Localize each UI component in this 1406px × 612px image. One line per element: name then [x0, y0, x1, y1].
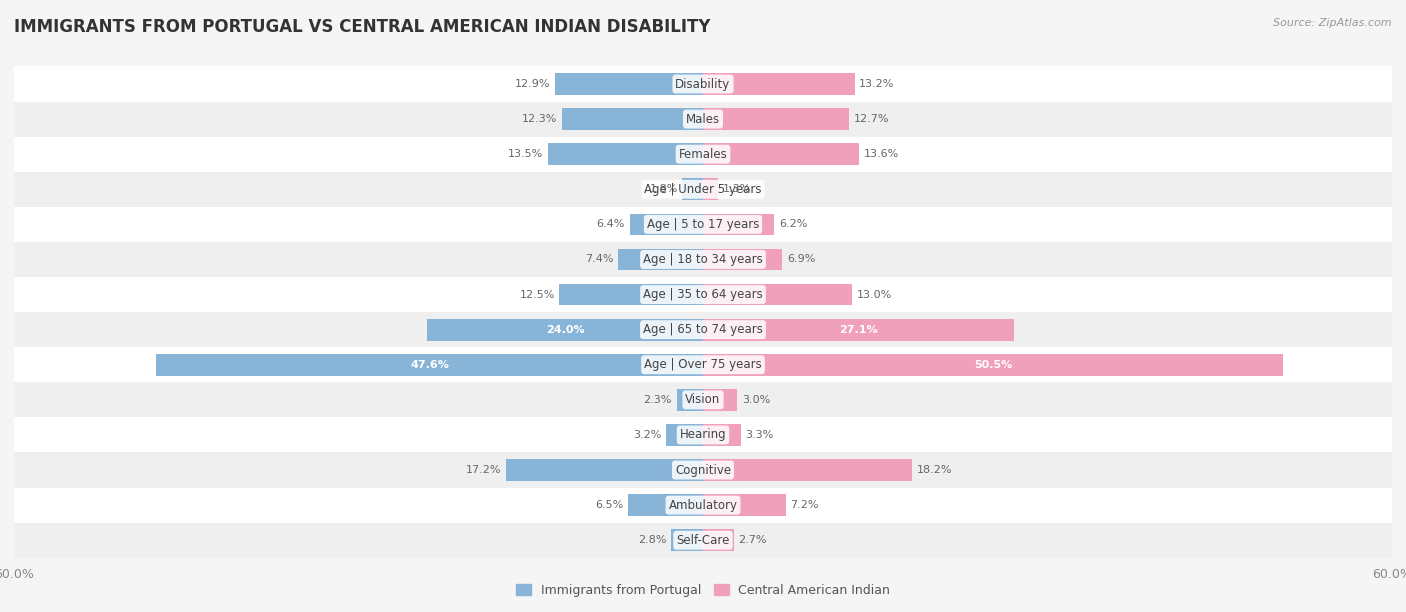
- Text: 2.7%: 2.7%: [738, 536, 768, 545]
- Text: 2.3%: 2.3%: [644, 395, 672, 405]
- Text: Age | 65 to 74 years: Age | 65 to 74 years: [643, 323, 763, 336]
- Text: Hearing: Hearing: [679, 428, 727, 441]
- Text: 6.4%: 6.4%: [596, 219, 624, 230]
- Legend: Immigrants from Portugal, Central American Indian: Immigrants from Portugal, Central Americ…: [510, 579, 896, 602]
- Text: 13.5%: 13.5%: [508, 149, 543, 159]
- Bar: [14, 172, 1392, 207]
- Bar: [14, 207, 1392, 242]
- Bar: [703, 73, 855, 95]
- Bar: [14, 488, 1392, 523]
- Bar: [14, 102, 1392, 136]
- Text: 13.6%: 13.6%: [863, 149, 898, 159]
- Text: Source: ZipAtlas.com: Source: ZipAtlas.com: [1274, 18, 1392, 28]
- Text: Disability: Disability: [675, 78, 731, 91]
- Bar: [14, 136, 1392, 172]
- Text: 6.5%: 6.5%: [596, 500, 624, 510]
- Text: 7.2%: 7.2%: [790, 500, 818, 510]
- Text: 1.8%: 1.8%: [650, 184, 678, 194]
- Bar: [14, 347, 1392, 382]
- Text: Age | 18 to 34 years: Age | 18 to 34 years: [643, 253, 763, 266]
- Text: 6.2%: 6.2%: [779, 219, 807, 230]
- Bar: [666, 424, 703, 446]
- Bar: [14, 242, 1392, 277]
- Bar: [703, 319, 1014, 340]
- Bar: [671, 529, 703, 551]
- Text: 24.0%: 24.0%: [546, 325, 585, 335]
- Bar: [156, 354, 703, 376]
- Bar: [703, 284, 852, 305]
- Bar: [14, 312, 1392, 347]
- Bar: [548, 143, 703, 165]
- Bar: [560, 284, 703, 305]
- Bar: [703, 108, 849, 130]
- Text: 27.1%: 27.1%: [839, 325, 877, 335]
- Bar: [703, 214, 775, 235]
- Bar: [703, 424, 741, 446]
- Text: 3.0%: 3.0%: [742, 395, 770, 405]
- Text: Cognitive: Cognitive: [675, 463, 731, 477]
- Text: 13.2%: 13.2%: [859, 79, 894, 89]
- Bar: [703, 354, 1282, 376]
- Bar: [619, 248, 703, 271]
- Bar: [676, 389, 703, 411]
- Text: 12.3%: 12.3%: [522, 114, 557, 124]
- Bar: [14, 452, 1392, 488]
- Bar: [630, 214, 703, 235]
- Bar: [703, 248, 782, 271]
- Bar: [562, 108, 703, 130]
- Text: 50.5%: 50.5%: [974, 360, 1012, 370]
- Text: Females: Females: [679, 147, 727, 161]
- Text: 12.9%: 12.9%: [515, 79, 550, 89]
- Text: 2.8%: 2.8%: [638, 536, 666, 545]
- Bar: [703, 179, 718, 200]
- Text: 47.6%: 47.6%: [411, 360, 449, 370]
- Text: 18.2%: 18.2%: [917, 465, 952, 475]
- Bar: [703, 459, 912, 481]
- Bar: [703, 143, 859, 165]
- Text: 12.5%: 12.5%: [519, 289, 555, 299]
- Text: Males: Males: [686, 113, 720, 125]
- Text: 3.2%: 3.2%: [633, 430, 662, 440]
- Bar: [427, 319, 703, 340]
- Text: Ambulatory: Ambulatory: [668, 499, 738, 512]
- Bar: [14, 67, 1392, 102]
- Bar: [628, 494, 703, 516]
- Bar: [703, 529, 734, 551]
- Bar: [14, 523, 1392, 558]
- Bar: [14, 417, 1392, 452]
- Text: Age | 35 to 64 years: Age | 35 to 64 years: [643, 288, 763, 301]
- Text: Age | Over 75 years: Age | Over 75 years: [644, 358, 762, 371]
- Text: Age | Under 5 years: Age | Under 5 years: [644, 183, 762, 196]
- Text: Vision: Vision: [685, 394, 721, 406]
- Text: Self-Care: Self-Care: [676, 534, 730, 547]
- Bar: [506, 459, 703, 481]
- Bar: [703, 494, 786, 516]
- Text: 12.7%: 12.7%: [853, 114, 889, 124]
- Text: 1.3%: 1.3%: [723, 184, 751, 194]
- Bar: [14, 277, 1392, 312]
- Text: 6.9%: 6.9%: [787, 255, 815, 264]
- Bar: [682, 179, 703, 200]
- Text: 7.4%: 7.4%: [585, 255, 613, 264]
- Text: 17.2%: 17.2%: [465, 465, 501, 475]
- Bar: [703, 389, 738, 411]
- Text: Age | 5 to 17 years: Age | 5 to 17 years: [647, 218, 759, 231]
- Bar: [555, 73, 703, 95]
- Text: 13.0%: 13.0%: [856, 289, 893, 299]
- Text: 3.3%: 3.3%: [745, 430, 773, 440]
- Bar: [14, 382, 1392, 417]
- Text: IMMIGRANTS FROM PORTUGAL VS CENTRAL AMERICAN INDIAN DISABILITY: IMMIGRANTS FROM PORTUGAL VS CENTRAL AMER…: [14, 18, 710, 36]
